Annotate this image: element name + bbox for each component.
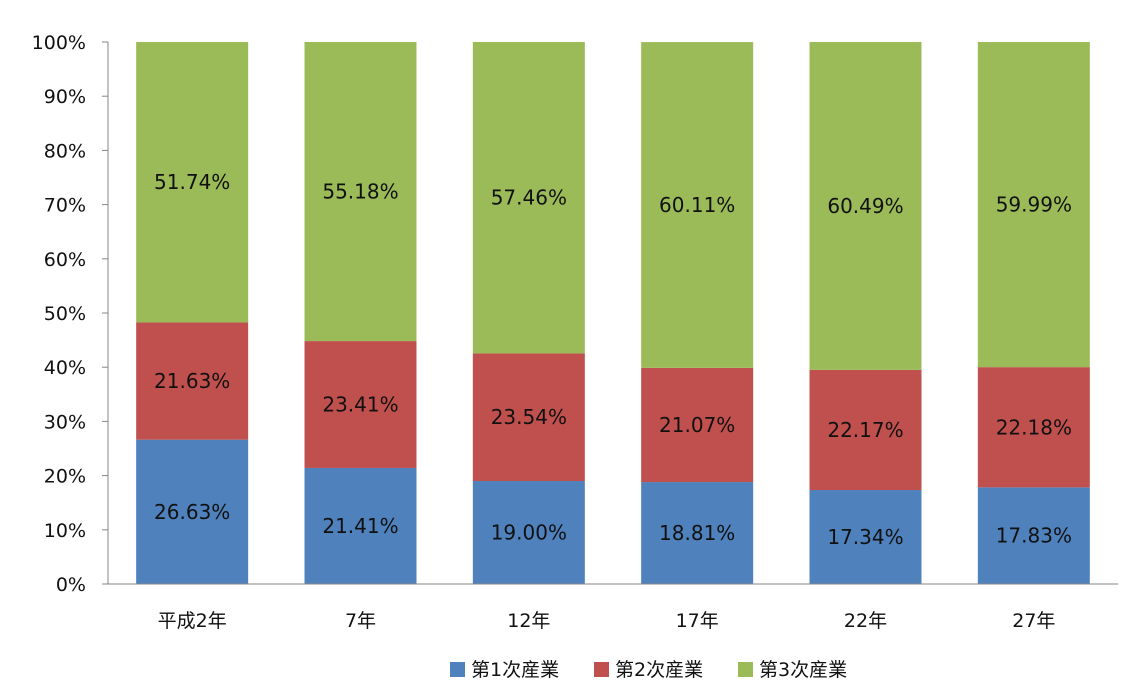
bars-layer bbox=[136, 42, 1090, 584]
x-tick-label: 22年 bbox=[844, 610, 887, 632]
data-label-1-3: 19.00% bbox=[491, 521, 567, 545]
y-tick-label: 80% bbox=[44, 140, 86, 162]
y-tick-label: 90% bbox=[44, 86, 86, 108]
data-label-3-1: 51.74% bbox=[154, 170, 230, 194]
legend-label: 第1次産業 bbox=[471, 659, 559, 681]
legend-swatch bbox=[594, 662, 609, 677]
data-label-3-3: 57.46% bbox=[491, 186, 567, 210]
x-tick-label: 12年 bbox=[507, 610, 550, 632]
data-label-1-4: 18.81% bbox=[659, 521, 735, 545]
bar-segment-3-5 bbox=[809, 42, 922, 370]
bar-segment-2-5 bbox=[809, 369, 922, 491]
data-labels-layer: 26.63% 21.63% 51.74% 21.41% 23.41% 55.18% 19.0… bbox=[154, 170, 1072, 549]
x-tick-label: 17年 bbox=[676, 610, 719, 632]
data-label-2-4: 21.07% bbox=[659, 413, 735, 437]
legend-swatch bbox=[450, 662, 465, 677]
x-tick-label: 平成2年 bbox=[158, 610, 227, 632]
bar-segment-2-2 bbox=[304, 341, 417, 468]
data-label-1-1: 26.63% bbox=[154, 500, 230, 524]
legend-label: 第2次産業 bbox=[615, 659, 703, 681]
y-tick-label: 60% bbox=[44, 249, 86, 271]
axes: 平成2年 7年 12年 17年 22年 27年 0% 10% 20% 30% 40% 50% 60% 70… bbox=[32, 32, 1118, 632]
data-label-2-5: 22.17% bbox=[827, 418, 903, 442]
data-label-3-6: 59.99% bbox=[996, 193, 1072, 217]
data-label-2-1: 21.63% bbox=[154, 369, 230, 393]
bar-segment-1-4 bbox=[641, 482, 754, 584]
legend-item-1: 第1次産業 bbox=[450, 659, 559, 681]
x-tick-label: 7年 bbox=[345, 610, 376, 632]
legend: 第1次産業 第2次産業 第3次産業 bbox=[450, 659, 847, 681]
legend-item-3: 第3次産業 bbox=[738, 659, 847, 681]
bar-segment-3-4 bbox=[641, 42, 754, 368]
bar-segment-1-3 bbox=[472, 481, 585, 584]
bar-segment-2-6 bbox=[977, 367, 1090, 488]
bar-segment-1-5 bbox=[809, 490, 922, 584]
y-tick-label: 10% bbox=[44, 520, 86, 542]
data-label-3-5: 60.49% bbox=[827, 194, 903, 218]
bar-segment-3-2 bbox=[304, 42, 417, 342]
legend-item-2: 第2次産業 bbox=[594, 659, 703, 681]
data-label-2-2: 23.41% bbox=[322, 393, 398, 417]
data-label-1-5: 17.34% bbox=[827, 525, 903, 549]
bar-segment-3-6 bbox=[977, 42, 1090, 368]
bar-segment-1-2 bbox=[304, 467, 417, 584]
legend-label: 第3次産業 bbox=[759, 659, 847, 681]
legend-swatch bbox=[738, 662, 753, 677]
data-label-2-3: 23.54% bbox=[491, 405, 567, 429]
y-tick-label: 40% bbox=[44, 357, 86, 379]
bar-segment-3-3 bbox=[472, 42, 585, 354]
y-tick-label: 30% bbox=[44, 411, 86, 433]
bar-segment-1-6 bbox=[977, 487, 1090, 584]
bar-segment-3-1 bbox=[136, 42, 249, 323]
bar-segment-2-3 bbox=[472, 353, 585, 482]
x-tick-label: 27年 bbox=[1012, 610, 1055, 632]
data-label-2-6: 22.18% bbox=[996, 415, 1072, 439]
y-tick-label: 100% bbox=[32, 32, 86, 54]
bar-segment-2-1 bbox=[136, 322, 249, 440]
data-label-1-6: 17.83% bbox=[996, 524, 1072, 548]
data-label-3-2: 55.18% bbox=[322, 180, 398, 204]
data-label-3-4: 60.11% bbox=[659, 193, 735, 217]
y-tick-label: 70% bbox=[44, 195, 86, 217]
bar-segment-2-4 bbox=[641, 367, 754, 483]
data-label-1-2: 21.41% bbox=[322, 514, 398, 538]
bar-segment-1-1 bbox=[136, 439, 249, 584]
y-tick-label: 0% bbox=[56, 574, 86, 596]
y-tick-label: 50% bbox=[44, 303, 86, 325]
y-tick-label: 20% bbox=[44, 466, 86, 488]
